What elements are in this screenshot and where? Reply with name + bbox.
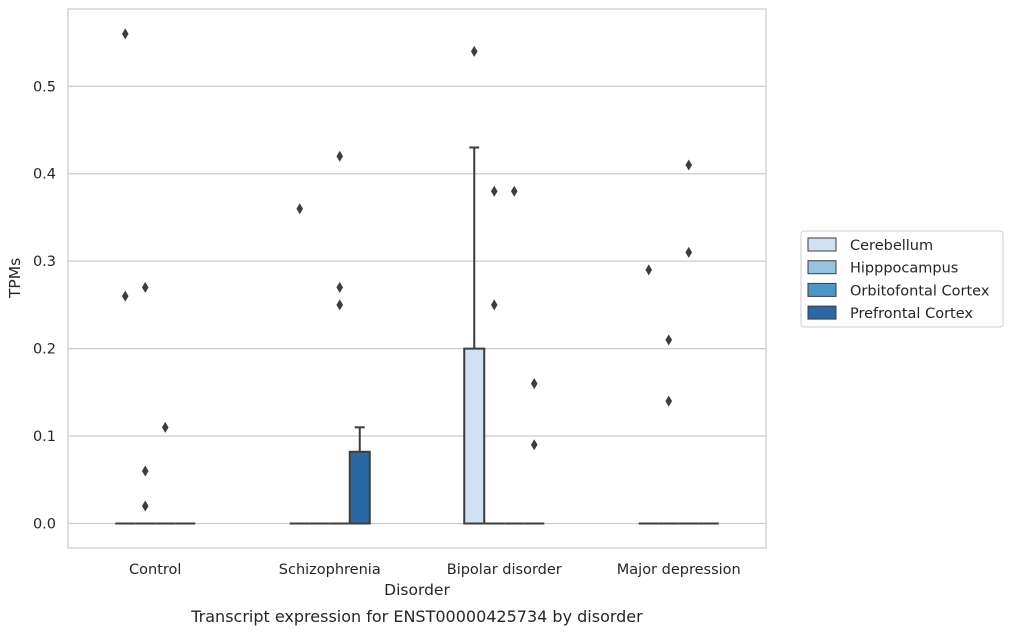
outlier-point [490,299,498,311]
legend-swatch [807,260,837,275]
box-0-2 [155,421,176,525]
y-tick-label: 0.5 [33,79,56,95]
box-series [115,28,719,525]
legend-swatch [807,305,837,320]
outlier-point [141,281,149,293]
x-axis-label: Disorder [384,581,450,599]
box-2-0 [463,45,486,525]
outlier-point [665,334,673,346]
outlier-point [510,185,518,197]
box-3-1 [658,334,679,525]
box-2-2 [504,185,525,525]
y-axis-label: TPMs [6,258,24,299]
box-0-1 [135,281,156,525]
legend-label: Prefrontal Cortex [850,306,973,322]
outlier-point [161,421,169,433]
plot-frame [67,8,767,549]
outlier-point [121,290,129,302]
y-tick-label: 0.3 [33,254,56,270]
outlier-point [685,159,693,171]
legend: Cerebellum Hipppocampus Orbitofontal Corte… [800,230,1004,328]
x-tick-label: Bipolar disorder [447,562,562,578]
grid-lines [68,85,766,525]
x-tick-label: Major depression [617,562,741,578]
x-tick-label: Schizophrenia [279,562,381,578]
box-1-3 [348,426,371,525]
outlier-point [296,203,304,215]
chart-caption: Transcript expression for ENST0000042573… [190,607,643,626]
outlier-point [141,465,149,477]
legend-label: Cerebellum [850,238,933,254]
box-3-0 [638,264,659,525]
outlier-point [121,28,129,40]
legend-swatch [807,282,837,297]
x-tick-labels: Control Schizophrenia Bipolar disorder Majo… [129,562,741,578]
legend-swatch [807,237,837,252]
y-tick-labels: 0.0 0.1 0.2 0.3 0.4 0.5 [33,79,56,532]
outlier-point [336,150,344,162]
box-2-3 [524,378,545,525]
box-0-0 [115,28,136,525]
y-tick-label: 0.2 [33,342,56,358]
box-1-0 [289,203,310,525]
outlier-point [336,299,344,311]
outlier-point [685,246,693,258]
legend-label: Hipppocampus [850,261,958,277]
box-2-1 [484,185,505,525]
box-rect [463,347,486,525]
outlier-point [530,378,538,390]
legend-frame [800,230,1004,328]
outlier-point [490,185,498,197]
y-tick-label: 0.1 [33,429,56,445]
box-3-2 [678,159,699,525]
outlier-point [665,395,673,407]
x-tick-label: Control [129,562,181,578]
y-tick-label: 0.4 [33,167,56,183]
outlier-point [470,45,478,57]
y-tick-label: 0.0 [33,517,56,533]
outlier-point [336,281,344,293]
outlier-point [530,439,538,451]
box-1-2 [329,150,350,525]
box-rect [348,450,371,525]
outlier-point [141,500,149,512]
legend-label: Orbitofontal Cortex [850,283,990,299]
outlier-point [645,264,653,276]
